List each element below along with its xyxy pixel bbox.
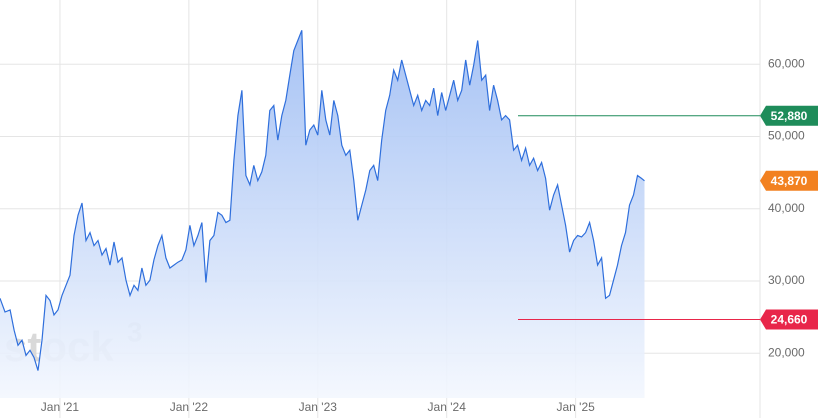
- price-line: [0, 30, 645, 371]
- x-tick-label: Jan '25: [556, 400, 595, 414]
- level-label: 24,660: [771, 313, 808, 327]
- x-tick-label: Jan '24: [428, 400, 467, 414]
- level-badge: [760, 170, 818, 191]
- level-badge: [760, 105, 818, 126]
- level-label: 43,870: [771, 174, 808, 188]
- area-fill: [0, 30, 645, 399]
- y-tick-label: 30,000: [768, 273, 805, 287]
- y-tick-label: 50,000: [768, 129, 805, 143]
- x-tick-label: Jan '23: [299, 400, 338, 414]
- y-tick-label: 60,000: [768, 56, 805, 70]
- x-tick-label: Jan '21: [41, 400, 80, 414]
- x-tick-label: Jan '22: [170, 400, 209, 414]
- y-tick-label: 40,000: [768, 201, 805, 215]
- y-tick-label: 20,000: [768, 345, 805, 359]
- level-label: 52,880: [771, 109, 808, 123]
- level-badge: [760, 309, 818, 330]
